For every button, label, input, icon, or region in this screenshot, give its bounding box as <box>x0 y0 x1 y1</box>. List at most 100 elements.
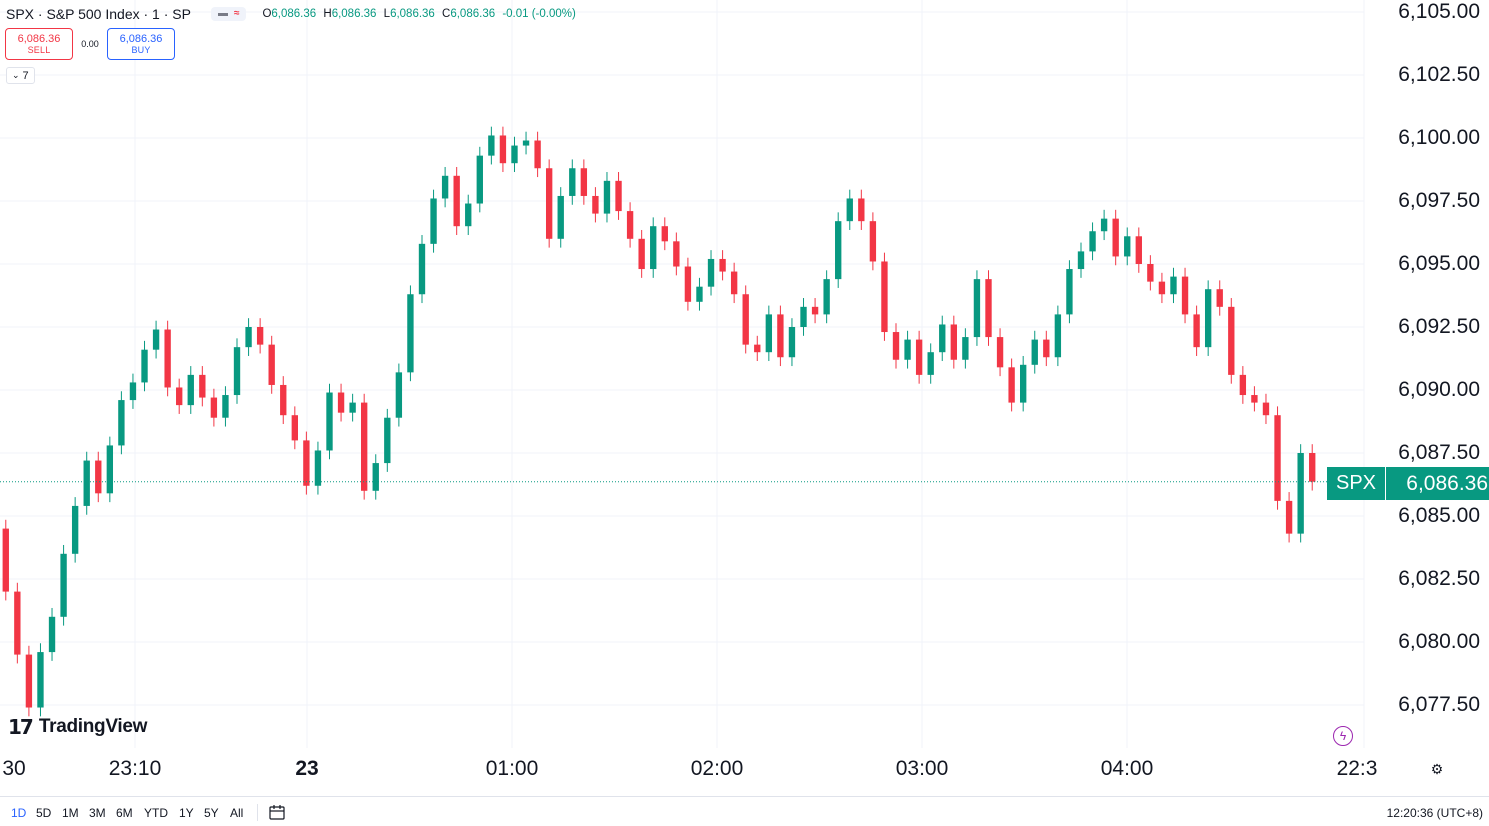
candle <box>499 126 507 173</box>
candle <box>650 217 657 278</box>
candle-body <box>638 238 645 270</box>
candle <box>372 454 379 500</box>
candle <box>210 388 218 427</box>
candle <box>1297 444 1304 543</box>
candle-body <box>488 135 495 156</box>
high-value: 6,086.36 <box>331 8 377 20</box>
tradingview-logo[interactable]: 17 TradingView <box>8 715 147 739</box>
candle <box>361 393 368 500</box>
candle-body <box>210 397 218 418</box>
candle <box>2 519 9 601</box>
candle <box>835 212 842 288</box>
candle <box>846 189 853 230</box>
candle <box>488 126 495 165</box>
candle-body <box>303 440 310 486</box>
time-tick-label: 01:00 <box>485 757 539 780</box>
minus-icon[interactable]: ▬ <box>217 8 228 19</box>
candle-body <box>187 374 194 406</box>
candle-body <box>1170 276 1177 295</box>
candle-body <box>71 505 79 554</box>
settings-icon[interactable]: ⚙ <box>1430 760 1444 777</box>
legend-toggles[interactable]: ▬ ≈ <box>210 7 247 21</box>
candle-body <box>915 339 923 375</box>
ohlc-values: O6,086.36 H6,086.36 L6,086.36 C6,086.36 … <box>262 8 579 20</box>
candle-body <box>1054 314 1062 358</box>
high-label: H <box>323 8 332 20</box>
candle-body <box>60 553 67 617</box>
range-button-5d[interactable]: 5D <box>36 806 52 820</box>
candle-body <box>106 445 114 494</box>
candle <box>1193 305 1200 356</box>
candle <box>1251 386 1258 412</box>
candle-body <box>765 314 773 353</box>
last-price-value: 6,086.36 <box>1386 467 1489 500</box>
candle <box>996 328 1004 377</box>
candle-body <box>1193 314 1200 348</box>
calendar-icon[interactable] <box>268 804 287 821</box>
candle-body <box>580 168 588 196</box>
candle <box>603 172 611 223</box>
range-button-6m[interactable]: 6M <box>116 806 133 820</box>
candle-body <box>280 384 287 416</box>
candle <box>326 383 333 460</box>
candle-body <box>811 306 819 315</box>
range-button-3m[interactable]: 3M <box>89 806 106 820</box>
candlestick-series <box>2 126 1316 717</box>
candle <box>962 328 969 369</box>
candle <box>337 383 345 422</box>
candle <box>1147 255 1154 291</box>
candle <box>71 497 79 563</box>
candle <box>418 235 426 304</box>
candle-body <box>835 221 842 280</box>
candle <box>256 318 264 354</box>
clock-timezone[interactable]: 12:20:36 (UTC+8) <box>1386 806 1483 820</box>
candle <box>441 166 449 208</box>
price-tick-label: 6,085.00 <box>1398 504 1480 527</box>
indicators-collapse-button[interactable]: ⌄ 7 <box>6 67 35 84</box>
candle-body <box>233 347 241 396</box>
tradingview-logo-icon: 17 <box>8 715 34 739</box>
range-button-1m[interactable]: 1M <box>62 806 79 820</box>
candle-body <box>1135 236 1142 264</box>
candle-body <box>1297 453 1304 534</box>
range-button-1y[interactable]: 1Y <box>179 806 194 820</box>
candle <box>1285 492 1293 543</box>
candle-body <box>777 314 784 358</box>
buy-button[interactable]: 6,086.36 BUY <box>107 28 175 60</box>
candle-body <box>1239 374 1247 396</box>
range-button-5y[interactable]: 5Y <box>204 806 219 820</box>
candle-body <box>1089 231 1096 252</box>
candle-body <box>615 180 622 212</box>
candle <box>1124 227 1131 266</box>
last-price-symbol: SPX <box>1327 467 1387 500</box>
candle-body <box>256 327 264 345</box>
wave-icon[interactable]: ≈ <box>233 8 240 19</box>
sell-button[interactable]: 6,086.36 SELL <box>5 28 73 60</box>
range-button-all[interactable]: All <box>230 806 244 820</box>
candle <box>592 187 599 223</box>
candle <box>1158 272 1166 304</box>
candle-body <box>603 180 611 214</box>
candle-body <box>453 175 460 227</box>
candle <box>754 335 761 362</box>
candle-body <box>395 372 403 418</box>
symbol-title[interactable]: SPX · S&P 500 Index · 1 · SP <box>6 6 191 22</box>
candle <box>985 270 992 346</box>
range-button-ytd[interactable]: YTD <box>144 806 168 820</box>
price-tick-label: 6,100.00 <box>1398 126 1480 149</box>
candle-body <box>384 417 391 464</box>
candle-body <box>222 395 229 418</box>
candle <box>1274 406 1281 510</box>
range-button-1d[interactable]: 1D <box>11 806 27 820</box>
candle-body <box>742 294 749 345</box>
lightning-icon[interactable]: ϟ <box>1333 726 1353 746</box>
candle <box>83 451 90 515</box>
low-value: 6,086.36 <box>390 8 435 20</box>
price-tick-label: 6,087.50 <box>1398 441 1480 464</box>
candle <box>1170 267 1177 304</box>
candle <box>303 431 310 495</box>
candle <box>973 270 981 346</box>
candle <box>1054 305 1062 367</box>
candle-body <box>430 198 437 244</box>
